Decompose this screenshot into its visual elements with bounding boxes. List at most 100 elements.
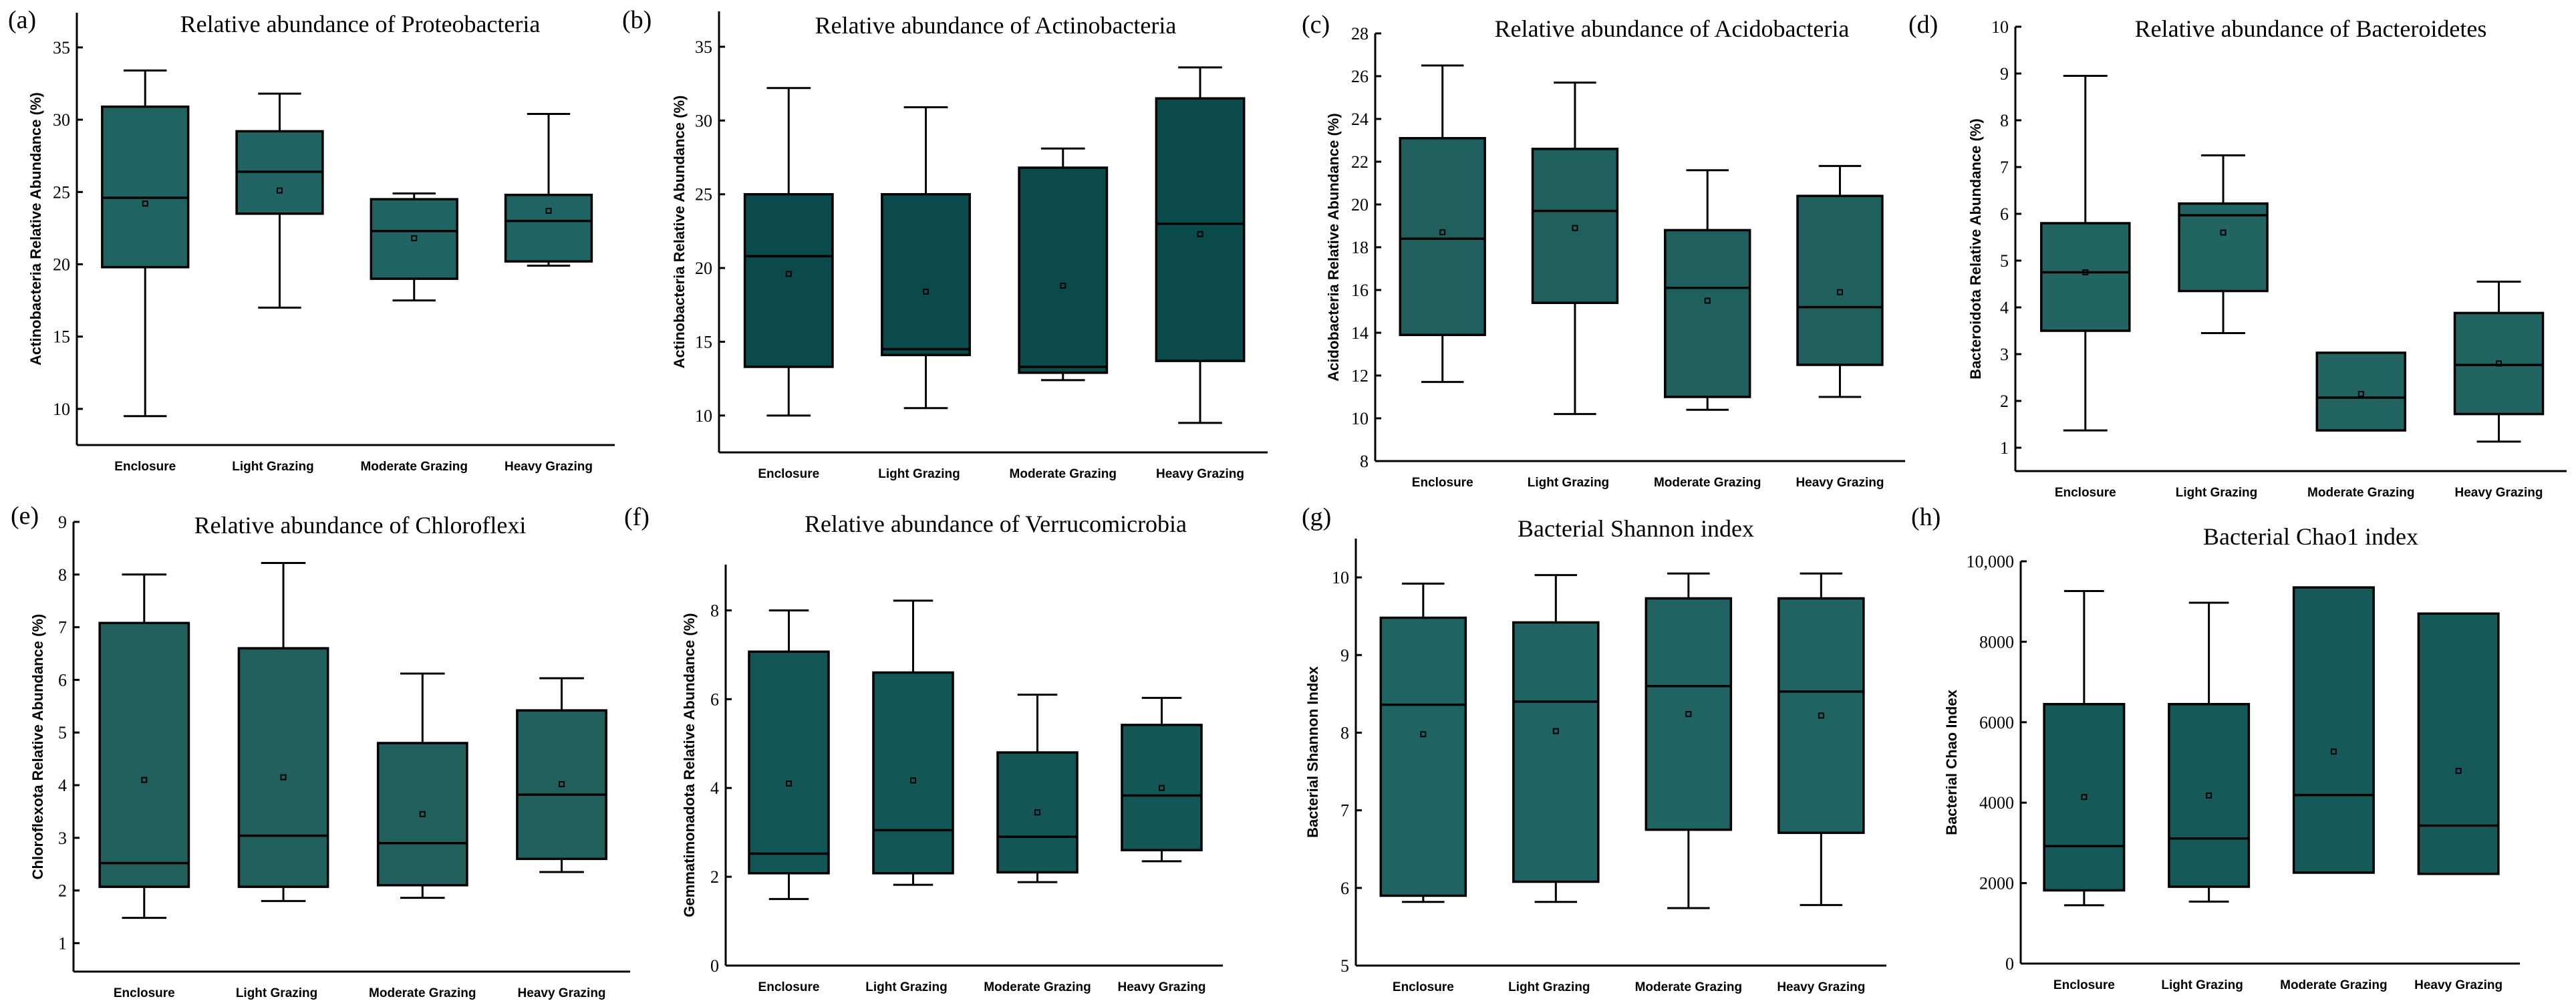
box-heavy-grazing <box>1777 572 1865 906</box>
y-tick-label: 7 <box>2000 158 2009 177</box>
box-heavy-grazing <box>516 677 607 873</box>
iqr-box <box>370 198 458 280</box>
x-tick-label: Light Grazing <box>232 460 313 474</box>
mean-marker <box>1572 225 1578 231</box>
y-tick-label: 1 <box>58 934 67 953</box>
mean-marker <box>923 288 929 295</box>
mean-marker <box>276 187 283 194</box>
mean-marker <box>2081 794 2088 801</box>
x-tick-label: Moderate Grazing <box>1635 980 1742 994</box>
x-tick-label: Enclosure <box>758 980 820 994</box>
iqr-box <box>2453 311 2545 416</box>
y-tick-label: 8 <box>1360 452 1369 471</box>
mean-marker <box>1818 712 1824 719</box>
iqr-box <box>748 650 830 875</box>
y-tick-label: 9 <box>2000 64 2009 84</box>
y-tick-label: 0 <box>2005 954 2014 974</box>
y-tick-label: 30 <box>695 111 712 130</box>
box-heavy-grazing <box>1796 164 1884 398</box>
panel-label: (a) <box>8 6 37 34</box>
x-tick-label: Moderate Grazing <box>2280 978 2387 992</box>
box-moderate-grazing <box>996 694 1079 883</box>
box-heavy-grazing <box>504 112 593 267</box>
y-tick-label: 16 <box>1351 281 1369 300</box>
panel-label: (f) <box>624 503 650 531</box>
box-light-grazing <box>1531 82 1619 416</box>
x-tick-label: Enclosure <box>2053 978 2115 992</box>
y-tick-label: 3 <box>58 829 67 848</box>
mean-marker <box>411 235 418 242</box>
y-tick-label: 5 <box>2000 251 2009 271</box>
y-axis-label: Actinobacteria Relative Abundance (%) <box>27 92 44 366</box>
y-tick-label: 28 <box>1351 24 1369 43</box>
y-tick-label: 6 <box>2000 204 2009 224</box>
y-tick-label: 20 <box>1351 195 1369 214</box>
iqr-box <box>101 105 190 269</box>
x-tick-label: Heavy Grazing <box>518 986 606 1000</box>
mean-marker <box>909 777 916 784</box>
x-tick-label: Heavy Grazing <box>1796 476 1884 490</box>
x-tick-label: Light Grazing <box>878 467 960 481</box>
mean-marker <box>1420 731 1427 738</box>
y-tick-label: 0 <box>710 956 719 976</box>
mean-marker <box>1060 283 1066 289</box>
y-tick-label: 9 <box>1340 645 1349 665</box>
y-tick-label: 12 <box>1351 366 1369 386</box>
chart-title: Relative abundance of Acidobacteria <box>1495 15 1850 42</box>
boxplot-panel: Bacterial Chao1 index Bacterial Chao Inde… <box>1943 523 2520 992</box>
iqr-box <box>1664 229 1751 398</box>
iqr-box <box>1644 597 1733 831</box>
box-enclosure <box>1379 582 1467 903</box>
iqr-box <box>1512 621 1600 883</box>
chart-title: Relative abundance of Chloroflexi <box>194 512 527 539</box>
y-tick-label: 2000 <box>1979 874 2014 893</box>
y-axis-label: Acidobacteria Relative Abundance (%) <box>1325 113 1342 381</box>
x-tick-label: Heavy Grazing <box>1117 980 1205 994</box>
mean-marker <box>1197 231 1203 237</box>
y-tick-label: 10 <box>1991 17 2009 37</box>
boxplot-panel: Relative abundance of Bacteroidetes Bacte… <box>1967 15 2567 500</box>
y-tick-label: 35 <box>53 38 70 57</box>
iqr-box <box>1121 724 1203 851</box>
iqr-box <box>1379 616 1467 897</box>
x-tick-label: Moderate Grazing <box>1654 476 1761 490</box>
y-tick-label: 8 <box>710 601 719 620</box>
chart-title: Relative abundance of Actinobacteria <box>815 12 1177 39</box>
panel-label: (h) <box>1911 503 1941 531</box>
y-tick-label: 7 <box>1340 801 1349 821</box>
box-heavy-grazing <box>2453 281 2545 443</box>
iqr-box <box>516 709 607 861</box>
mean-marker <box>1685 711 1692 718</box>
iqr-box <box>2040 222 2131 332</box>
x-tick-label: Moderate Grazing <box>360 460 467 474</box>
mean-marker <box>280 774 287 780</box>
y-tick-label: 10 <box>1351 409 1369 428</box>
boxplot-panel: Relative abundance of Verrucomicrobia Gem… <box>681 511 1223 994</box>
y-tick-label: 20 <box>53 255 70 275</box>
x-tick-label: Light Grazing <box>865 980 947 994</box>
box-moderate-grazing <box>2315 351 2407 432</box>
box-enclosure <box>98 573 190 919</box>
x-tick-label: Enclosure <box>1412 476 1473 490</box>
mean-marker <box>559 780 565 787</box>
mean-marker <box>1439 229 1446 236</box>
box-light-grazing <box>2168 601 2251 903</box>
y-tick-label: 20 <box>695 259 712 278</box>
y-tick-label: 18 <box>1351 238 1369 257</box>
mean-marker <box>1836 289 1843 295</box>
mean-marker <box>2206 792 2212 799</box>
y-axis-label: Actinobacteria Relative Abundance (%) <box>671 96 688 369</box>
iqr-box <box>2292 586 2375 874</box>
x-tick-label: Enclosure <box>114 460 176 474</box>
mean-marker <box>2082 269 2089 275</box>
iqr-box <box>2168 702 2251 888</box>
y-tick-label: 10 <box>53 400 70 419</box>
y-tick-label: 5 <box>1340 956 1349 976</box>
y-axis-label: Bacterial Chao Index <box>1943 689 1960 835</box>
y-tick-label: 4 <box>710 778 719 798</box>
y-tick-label: 8 <box>1340 723 1349 742</box>
chart-title: Bacterial Shannon index <box>1518 515 1754 542</box>
box-light-grazing <box>881 106 971 410</box>
box-light-grazing <box>2178 154 2269 334</box>
boxplot-panel: Relative abundance of Proteobacteria Acti… <box>27 11 615 474</box>
